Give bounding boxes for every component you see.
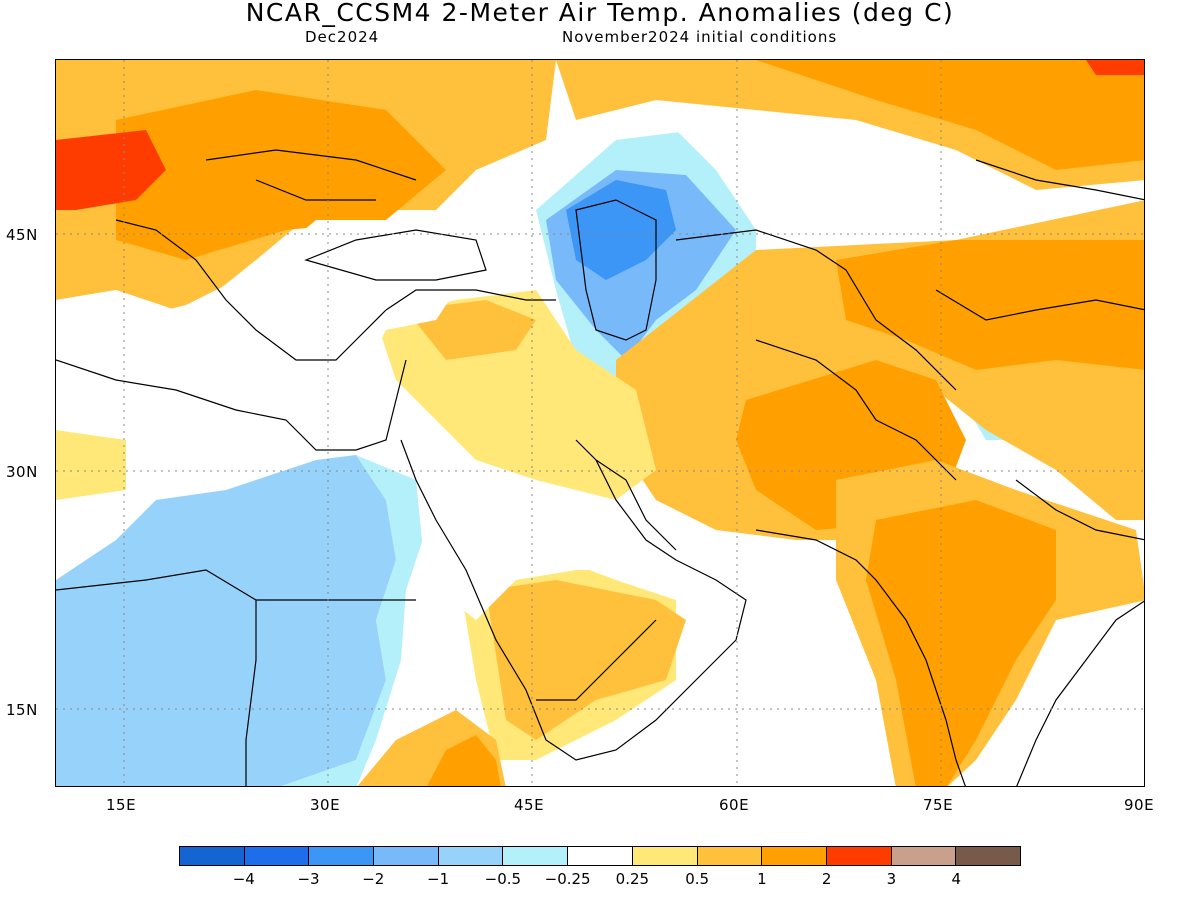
anomaly-region-pale-blue-fringe xyxy=(281,455,426,786)
colorbar-label: 4 xyxy=(951,870,961,888)
colorbar-label: −1 xyxy=(427,870,450,888)
lon-label-45e: 45E xyxy=(514,796,545,814)
forecast-month: Dec2024 xyxy=(305,28,380,46)
colorbar-swatch xyxy=(309,847,375,865)
colorbar-swatch xyxy=(632,847,698,865)
anomaly-region-mediterranean-white xyxy=(56,220,476,440)
colorbar-swatch xyxy=(503,847,569,865)
colorbar-swatch xyxy=(374,847,439,865)
colorbar-label: −0.25 xyxy=(544,870,591,888)
anomaly-region-kazakhstan-white xyxy=(676,120,1056,240)
colorbar-swatch xyxy=(826,847,892,865)
map-title: NCAR_CCSM4 2-Meter Air Temp. Anomalies (… xyxy=(245,0,955,27)
anomaly-region-europe-red xyxy=(56,130,166,210)
lat-label-45n: 45N xyxy=(6,226,38,244)
colorbar-swatch xyxy=(891,847,957,865)
anomaly-region-russia-red xyxy=(1086,60,1144,75)
colorbar xyxy=(179,846,1021,866)
coastlines xyxy=(56,149,1144,786)
graticule xyxy=(56,60,1144,786)
colorbar-swatch xyxy=(180,847,245,865)
colorbar-label: 0.25 xyxy=(615,870,650,888)
lon-label-15e: 15E xyxy=(106,796,137,814)
colorbar-label: −4 xyxy=(232,870,255,888)
anomaly-region-sahara-warm xyxy=(56,430,126,500)
colorbar-swatch xyxy=(438,847,504,865)
anomaly-region-russia-orange xyxy=(756,60,1144,170)
lon-label-75e: 75E xyxy=(923,796,954,814)
colorbar-swatch xyxy=(762,847,827,865)
lon-label-60e: 60E xyxy=(719,796,750,814)
colorbar-label: −2 xyxy=(362,870,385,888)
anomaly-region-europe-orange xyxy=(116,90,446,260)
colorbar-swatch xyxy=(244,847,310,865)
map-frame xyxy=(55,59,1145,787)
anomaly-region-caspian-core xyxy=(566,180,676,280)
colorbar-swatch xyxy=(568,847,633,865)
colorbar-label: −3 xyxy=(297,870,320,888)
anomaly-map xyxy=(56,60,1144,786)
colorbar-label: 0.5 xyxy=(685,870,710,888)
lat-label-30n: 30N xyxy=(6,463,38,481)
colorbar-swatch xyxy=(697,847,763,865)
lon-label-90e: 90E xyxy=(1124,796,1155,814)
lat-label-15n: 15N xyxy=(6,701,38,719)
colorbar-swatch xyxy=(956,847,1020,865)
colorbar-label: 3 xyxy=(886,870,897,888)
colorbar-label: 1 xyxy=(757,870,767,888)
colorbar-label: 2 xyxy=(821,870,832,888)
anomaly-region-arabia-white xyxy=(416,470,646,620)
anomaly-region-light-blue-africa xyxy=(56,455,396,786)
lon-label-30e: 30E xyxy=(310,796,341,814)
anomaly-region-india-orange xyxy=(866,500,1056,786)
colorbar-label: −0.5 xyxy=(484,870,522,888)
anomaly-region-east-asia-orange xyxy=(836,240,1144,370)
anomaly-region-ethiopia-orange xyxy=(427,735,501,786)
initial-conditions: November2024 initial conditions xyxy=(562,28,838,46)
